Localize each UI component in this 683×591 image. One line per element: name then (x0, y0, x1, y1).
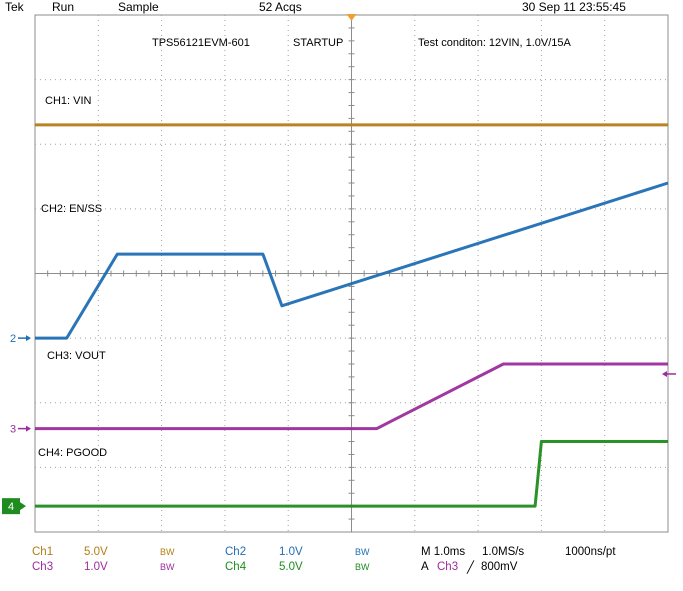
ch2-ground-marker[interactable] (26, 335, 31, 342)
trigger-prefix: A (421, 561, 429, 573)
horizontal-scale[interactable]: M 1.0ms (421, 546, 466, 558)
ch2-bw-indicator: BW (355, 547, 370, 557)
trigger-slope-icon: ╱ (467, 562, 474, 574)
ch4-ground-marker[interactable] (2, 498, 20, 515)
ch2-name[interactable]: Ch2 (225, 546, 247, 558)
ch1-name[interactable]: Ch1 (32, 546, 54, 558)
mode-annotation: STARTUP (293, 37, 344, 49)
ch3-marker-number: 3 (10, 424, 16, 436)
trigger-level-icon[interactable] (662, 370, 667, 377)
time-resolution: 1000ns/pt (565, 546, 616, 558)
run-state[interactable]: Run (52, 0, 75, 14)
ch2-scale: 1.0V (279, 546, 303, 558)
trace-ch2 (35, 181, 669, 340)
acquisition-mode: Sample (118, 0, 159, 14)
ch4-label: CH4: PGOOD (38, 447, 108, 459)
ch3-ground-marker[interactable] (26, 425, 31, 432)
channel-markers: 2 3 4 (2, 14, 676, 515)
trigger-source[interactable]: Ch3 (437, 561, 459, 573)
ch1-bw-indicator: BW (160, 547, 175, 557)
ch2-label: CH2: EN/SS (41, 203, 103, 215)
trigger-level[interactable]: 800mV (481, 561, 518, 573)
trigger-position-icon[interactable] (346, 14, 357, 21)
graticule (34, 14, 669, 533)
ch3-bw-indicator: BW (160, 562, 175, 572)
test-condition-annotation: Test conditon: 12VIN, 1.0V/15A (418, 37, 571, 49)
status-bar: Tek Run Sample 52 Acqs 30 Sep 11 23:55:4… (0, 0, 683, 16)
ch4-marker-arrow (20, 502, 26, 511)
ch4-marker-number: 4 (8, 501, 14, 513)
ch4-bw-indicator: BW (355, 562, 370, 572)
ch2-marker-number: 2 (10, 333, 16, 345)
readout-panel: Ch1 5.0V BW Ch2 1.0V BW M 1.0ms 1.0MS/s … (0, 543, 683, 591)
ch1-label: CH1: VIN (45, 95, 92, 107)
brand-label: Tek (5, 0, 24, 14)
trace-ch4 (35, 440, 668, 508)
acquisition-count: 52 Acqs (259, 0, 302, 14)
datetime: 30 Sep 11 23:55:45 (522, 0, 626, 14)
sample-rate: 1.0MS/s (482, 546, 525, 558)
ch3-scale: 1.0V (84, 561, 108, 573)
ch4-name[interactable]: Ch4 (225, 561, 247, 573)
ch4-scale: 5.0V (279, 561, 303, 573)
ch3-label: CH3: VOUT (47, 350, 106, 362)
waveform-traces (35, 123, 669, 508)
ch1-scale: 5.0V (84, 546, 108, 558)
trace-ch3 (35, 362, 668, 431)
ch3-name[interactable]: Ch3 (32, 561, 54, 573)
board-annotation: TPS56121EVM-601 (152, 37, 250, 49)
